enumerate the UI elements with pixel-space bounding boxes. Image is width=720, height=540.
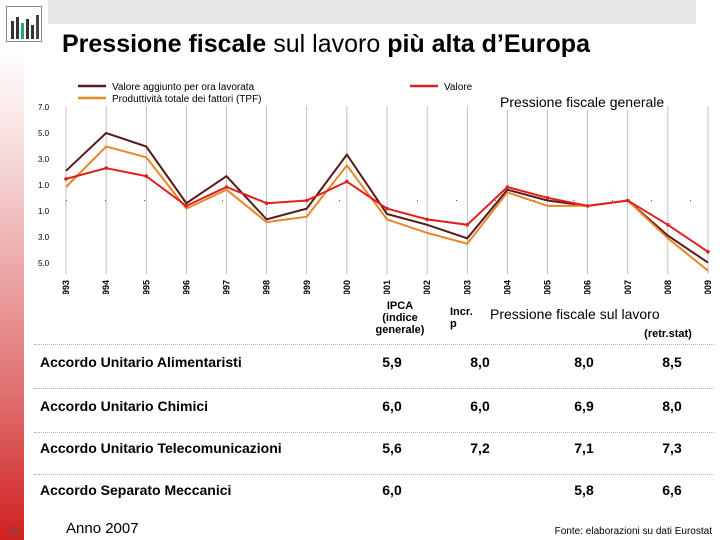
- data-point: [304, 198, 309, 203]
- data-point: [224, 185, 229, 189]
- table-cell: 6,6: [662, 482, 682, 498]
- data-point: [545, 196, 550, 200]
- y-tick-label: 3.0: [38, 155, 50, 164]
- y-tick-label: 1.0: [38, 207, 50, 216]
- table-cell: 6,0: [470, 398, 490, 414]
- header-ipca: IPCA (indice generale): [375, 300, 425, 336]
- legend-label: Valore: [444, 82, 473, 93]
- divider: [34, 474, 714, 475]
- x-tick-label: 2004: [502, 280, 512, 294]
- data-point: [144, 174, 149, 178]
- header-retr: (retr.stat): [644, 328, 692, 340]
- header-incr: Incr. p: [450, 306, 473, 330]
- x-tick-label: 1995: [141, 280, 151, 294]
- data-point: [345, 179, 349, 184]
- x-tick-label: 1999: [302, 280, 312, 294]
- x-tick-label: 2009: [703, 280, 713, 294]
- data-point: [625, 198, 630, 203]
- row-label: Accordo Unitario Chimici: [40, 398, 209, 414]
- divider: [34, 432, 714, 433]
- legend-label: Produttività totale dei fattori (TPF): [112, 94, 262, 105]
- logo: [6, 6, 42, 42]
- y-tick-label: 3.0: [38, 233, 50, 242]
- table-cell: 7,2: [470, 440, 490, 456]
- table-cell: 5,6: [382, 440, 402, 456]
- footer-year: Anno 2007: [66, 520, 139, 537]
- y-tick-label: 1.0: [38, 181, 50, 190]
- table-cell: 7,1: [574, 440, 594, 456]
- table-caption: Pressione fiscale sul lavoro: [488, 306, 662, 322]
- slide-number: 34: [8, 526, 20, 537]
- data-point: [585, 204, 590, 208]
- line-chart: Valore aggiunto per ora lavorataProdutti…: [38, 82, 713, 294]
- table-cell: 6,9: [574, 398, 594, 414]
- x-tick-label: 2006: [583, 280, 593, 294]
- divider: [34, 344, 714, 345]
- table-cell: 6,0: [382, 482, 402, 498]
- top-strip: [48, 0, 696, 24]
- left-accent-bar: [0, 48, 24, 540]
- row-label: Accordo Unitario Telecomunicazioni: [40, 440, 282, 456]
- x-tick-label: 1996: [181, 280, 191, 294]
- x-tick-label: 1994: [101, 280, 111, 294]
- table-cell: 8,0: [662, 398, 682, 414]
- legend-label: Valore aggiunto per ora lavorata: [112, 82, 255, 93]
- x-tick-label: 2008: [663, 280, 673, 294]
- data-point: [465, 223, 470, 227]
- data-point: [64, 177, 68, 181]
- x-tick-label: 1997: [222, 280, 232, 294]
- table-cell: 5,8: [574, 482, 594, 498]
- footer-source: Fonte: elaborazioni su dati Eurostat: [554, 526, 712, 537]
- x-tick-label: 1993: [61, 280, 71, 294]
- table-cell: 7,3: [662, 440, 682, 456]
- divider: [34, 388, 714, 389]
- y-tick-label: 5.0: [38, 129, 50, 138]
- data-point: [425, 217, 429, 222]
- x-tick-label: 2000: [342, 280, 352, 294]
- page-title: Pressione fiscale sul lavoro più alta d’…: [62, 30, 590, 59]
- data-point: [385, 206, 389, 211]
- x-tick-label: 2005: [543, 280, 553, 294]
- title-normal: sul lavoro: [266, 30, 388, 58]
- x-tick-label: 2003: [462, 280, 472, 294]
- data-table: IPCA (indice generale) Incr. p (retr.sta…: [30, 292, 720, 508]
- y-tick-label: 5.0: [38, 259, 50, 268]
- x-tick-label: 2002: [422, 280, 432, 294]
- data-point: [184, 204, 189, 208]
- data-point: [706, 250, 710, 254]
- x-tick-label: 2001: [382, 280, 392, 294]
- table-cell: 8,0: [574, 354, 594, 370]
- data-point: [505, 185, 510, 189]
- data-point: [104, 166, 108, 170]
- title-bold-2: più alta d’Europa: [387, 30, 590, 58]
- title-bold-1: Pressione fiscale: [62, 30, 267, 58]
- data-point: [666, 223, 670, 227]
- data-point: [264, 201, 269, 205]
- y-tick-label: 7.0: [38, 103, 50, 112]
- table-cell: 8,0: [470, 354, 490, 370]
- table-cell: 6,0: [382, 398, 402, 414]
- table-cell: 8,5: [662, 354, 682, 370]
- chart-title: Pressione fiscale generale: [498, 94, 667, 110]
- row-label: Accordo Separato Meccanici: [40, 482, 232, 498]
- x-tick-label: 1998: [262, 280, 272, 294]
- x-tick-label: 2007: [623, 280, 633, 294]
- table-cell: 5,9: [382, 354, 402, 370]
- row-label: Accordo Unitario Alimentaristi: [40, 354, 242, 370]
